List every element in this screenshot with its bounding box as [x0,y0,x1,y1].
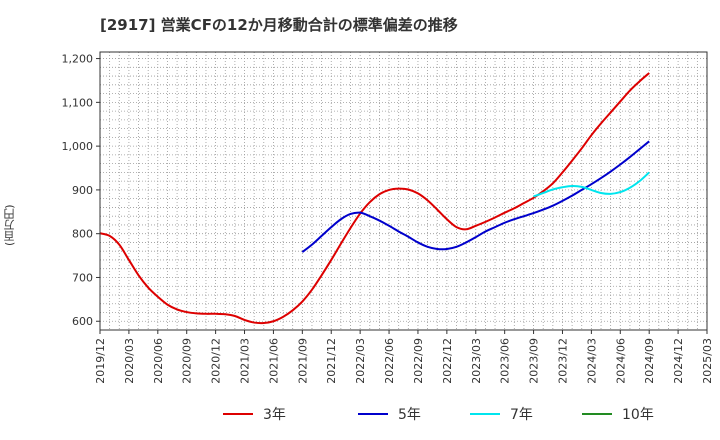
x-tick-label: 2021/03 [239,338,252,384]
x-tick-label: 2023/09 [528,338,541,384]
x-tick-label: 2023/12 [556,338,569,384]
x-tick-label: 2020/06 [152,338,165,384]
series-line-5年 [301,140,650,253]
series-line-7年 [533,171,650,198]
x-tick-label: 2022/09 [412,338,425,384]
x-tick-label: 2021/09 [296,338,309,384]
x-tick-label: 2021/12 [325,338,338,384]
x-tick-label: 2022/12 [441,338,454,384]
legend-label: 10年 [622,407,654,423]
x-tick-label: 2024/06 [614,338,627,384]
chart-title: [2917] 営業CFの12か月移動合計の標準偏差の推移 [100,16,458,34]
legend-label: 7年 [510,407,533,423]
x-tick-label: 2021/06 [267,338,280,384]
y-tick-label: 800 [72,228,93,241]
plot-frame [99,51,708,331]
series-line-3年 [99,72,650,325]
y-tick-label: 1,200 [62,53,94,66]
x-tick-label: 2025/03 [701,338,714,384]
x-tick-label: 2024/09 [643,338,656,384]
x-tick-label: 2023/06 [499,338,512,384]
x-tick-label: 2024/03 [585,338,598,384]
y-tick-label: 600 [72,315,93,328]
x-tick-label: 2024/12 [672,338,685,384]
y-tick-label: 900 [72,184,93,197]
legend-label: 3年 [263,407,286,423]
legend-label: 5年 [398,407,421,423]
y-tick-label: 1,000 [62,140,94,153]
x-tick-label: 2020/03 [123,338,136,384]
x-tick-label: 2022/03 [354,338,367,384]
x-tick-label: 2022/06 [383,338,396,384]
y-tick-label: 1,100 [62,96,94,109]
x-tick-label: 2020/12 [210,338,223,384]
x-tick-label: 2023/03 [470,338,483,384]
y-tick-label: 700 [72,271,93,284]
x-tick-label: 2020/09 [181,338,194,384]
x-tick-label: 2019/12 [94,338,107,384]
